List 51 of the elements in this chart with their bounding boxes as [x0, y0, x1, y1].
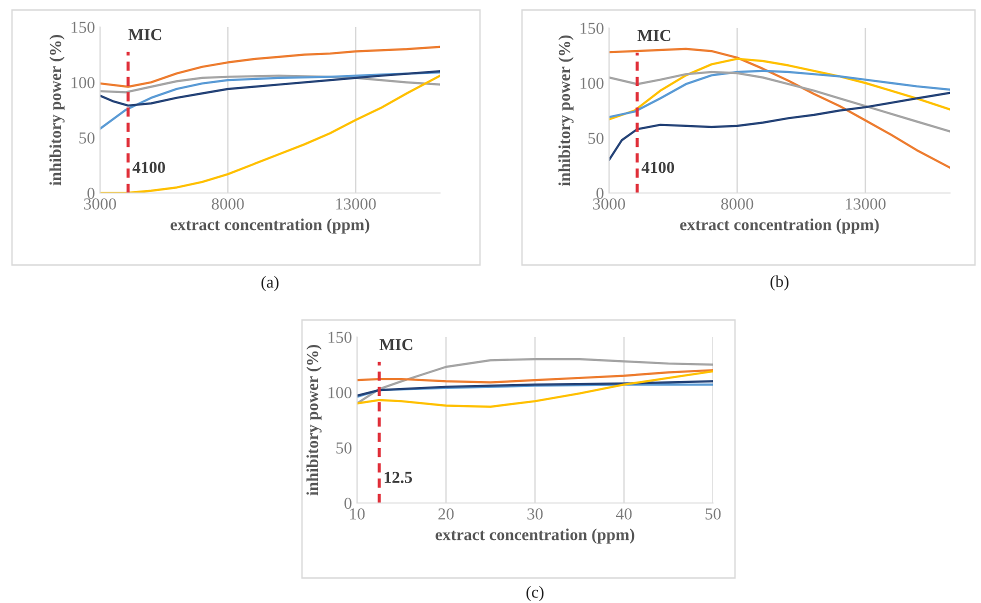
y-tick-label: 50 — [588, 132, 604, 144]
line-series — [609, 70, 950, 118]
line-series — [357, 380, 713, 397]
x-axis-title: extract concentration (ppm) — [680, 218, 879, 234]
y-tick-label: 150 — [72, 22, 95, 33]
annotation: MIC — [380, 339, 412, 350]
y-tick-label: 100 — [580, 78, 604, 89]
y-tick-label: 50 — [336, 442, 352, 454]
ref-line-label: 4100 — [642, 162, 674, 174]
y-tick-label: 50 — [79, 132, 95, 144]
line-series — [609, 70, 950, 133]
text: (c) — [526, 586, 544, 602]
line-series — [100, 74, 440, 94]
y-axis-title: inhibitory power (%) — [49, 34, 65, 186]
x-tick-label: 20 — [438, 508, 454, 520]
x-tick-label: 13000 — [336, 198, 376, 210]
line-series — [100, 71, 440, 130]
text: (a) — [261, 276, 279, 292]
line-series — [609, 58, 950, 120]
ref-line-label: 12.5 — [384, 472, 412, 484]
annotation: MIC — [637, 30, 670, 42]
x-tick-label: 13000 — [846, 198, 886, 210]
y-axis-title: inhibitory power (%) — [558, 35, 574, 186]
ref-line-label: 4100 — [132, 162, 165, 174]
line-series — [357, 383, 713, 398]
y-tick-label: 150 — [328, 332, 352, 343]
y-tick-label: 0 — [344, 498, 352, 509]
line-series — [357, 370, 713, 408]
x-tick-label: 8000 — [212, 198, 244, 210]
y-axis-title: inhibitory power (%) — [306, 344, 322, 496]
text: (b) — [770, 275, 788, 291]
x-tick-label: 8000 — [721, 198, 754, 210]
x-tick-label: 40 — [616, 508, 632, 520]
line-series — [357, 358, 713, 405]
x-tick-label: 50 — [706, 508, 721, 520]
x-tick-label: 30 — [527, 508, 543, 520]
y-tick-label: 0 — [87, 188, 95, 199]
y-tick-label: 100 — [72, 77, 95, 88]
x-tick-label: 3000 — [84, 198, 116, 210]
line-series — [100, 70, 440, 107]
x-axis-title: extract concentration (ppm) — [170, 218, 370, 234]
line-series — [357, 369, 713, 384]
x-axis-title: extract concentration (ppm) — [436, 528, 634, 544]
line-series — [609, 92, 950, 162]
y-tick-label: 0 — [596, 188, 604, 199]
x-tick-label: 10 — [350, 508, 365, 520]
annotation: MIC — [128, 29, 162, 40]
y-tick-label: 150 — [580, 22, 604, 34]
line-series — [100, 46, 440, 88]
x-tick-label: 3000 — [593, 198, 626, 210]
y-tick-label: 100 — [328, 387, 352, 398]
